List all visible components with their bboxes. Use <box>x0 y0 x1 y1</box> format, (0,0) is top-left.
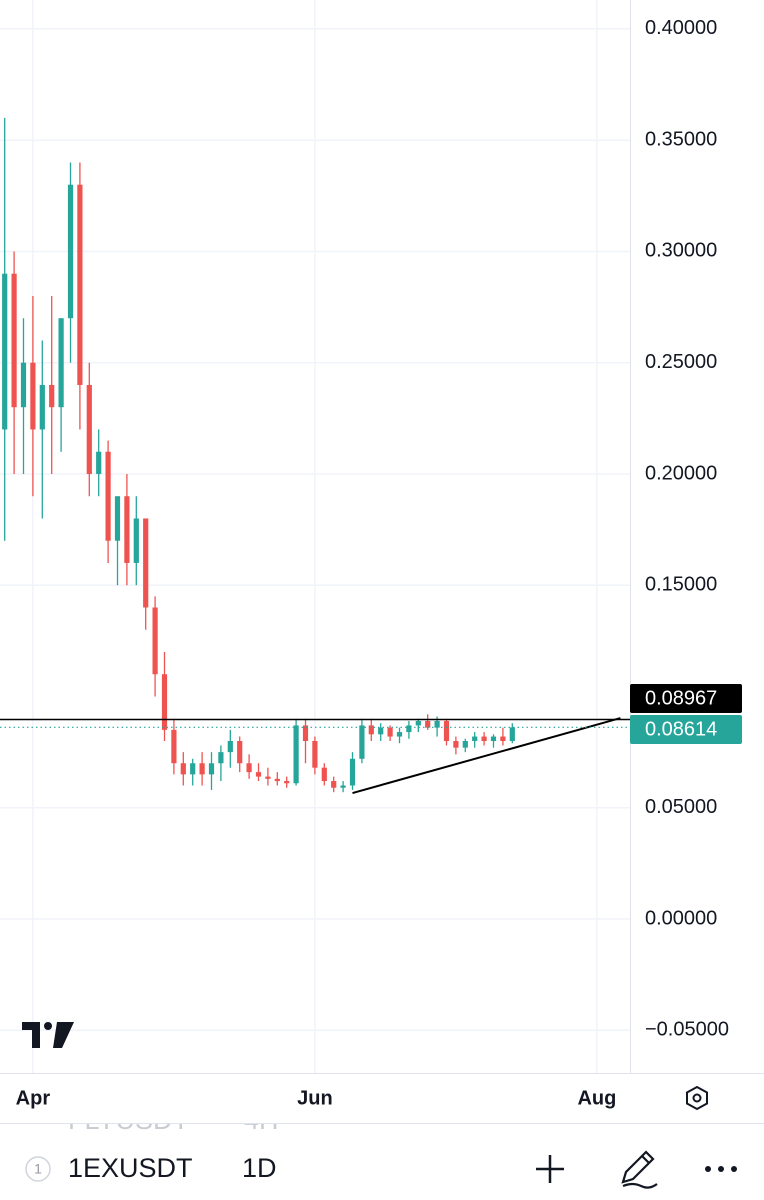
price-label: 0.08614 <box>645 718 717 740</box>
y-tick-label: 0.40000 <box>645 17 717 39</box>
candle-body <box>396 732 403 737</box>
price-label-box <box>630 684 742 713</box>
candle-body <box>274 778 280 782</box>
candle-body <box>20 362 27 408</box>
candle-body <box>284 781 290 784</box>
candle-body <box>86 384 92 474</box>
candle-body <box>349 758 356 786</box>
candle-body <box>246 763 252 773</box>
more-button[interactable] <box>705 1166 737 1172</box>
price-label-box <box>630 715 742 744</box>
candle-body <box>180 763 186 775</box>
y-tick-label: 0.00000 <box>645 907 717 929</box>
candle-body <box>462 740 468 748</box>
y-tick-label: 0.20000 <box>645 462 717 484</box>
x-tick-label: Apr <box>16 1087 51 1109</box>
candle-body <box>190 763 196 775</box>
candle-body <box>406 725 412 733</box>
plot-area <box>0 117 630 795</box>
candle-body <box>171 729 177 764</box>
candle-body <box>340 785 346 788</box>
x-tick-label: Jun <box>297 1087 333 1109</box>
price-label: 0.08967 <box>645 687 717 709</box>
interval-button[interactable]: 1D <box>242 1153 277 1183</box>
candle-body <box>453 740 459 748</box>
candle-body <box>490 736 497 741</box>
candle-body <box>39 384 45 430</box>
y-tick-label: −0.05000 <box>645 1019 729 1041</box>
candle-body <box>255 772 262 777</box>
candle-body <box>152 607 158 675</box>
ghost-header: FLYUSDT 4H <box>68 1105 279 1135</box>
candle-body <box>509 727 515 741</box>
candle-body <box>265 776 271 779</box>
candle-body <box>227 740 233 753</box>
candle-body <box>387 727 393 737</box>
candle-body <box>415 720 421 726</box>
x-tick-label: Aug <box>577 1087 616 1109</box>
candle-body <box>378 727 384 735</box>
candle-body <box>434 720 440 728</box>
candle-body <box>302 725 309 741</box>
candle-body <box>368 725 374 735</box>
candle-body <box>105 451 111 541</box>
tv-logo <box>22 1022 74 1048</box>
ghost-interval: 4H <box>244 1105 279 1135</box>
candle-body <box>208 763 215 775</box>
candle-body <box>30 362 36 430</box>
candle-body <box>49 384 55 408</box>
trendline <box>352 717 621 795</box>
candle-body <box>293 725 299 784</box>
y-tick-label: 0.05000 <box>645 796 717 818</box>
candle-body <box>425 720 431 728</box>
candle-body <box>114 496 121 541</box>
candle-body <box>481 736 487 741</box>
y-tick-label: 0.25000 <box>645 351 717 373</box>
grid <box>0 0 630 1073</box>
candle-body <box>500 736 506 741</box>
candle-body <box>472 736 478 741</box>
candle-body <box>312 740 318 768</box>
candle-body <box>199 763 205 775</box>
candle-body <box>359 725 365 759</box>
symbol-button[interactable]: 1EXUSDT <box>68 1153 193 1183</box>
candle-body <box>331 781 337 788</box>
candle-body <box>237 740 243 764</box>
y-tick-label: 0.30000 <box>645 240 717 262</box>
candle-body <box>161 674 168 730</box>
candle-body <box>11 273 17 408</box>
axes: 0.40000 0.35000 0.30000 0.25000 0.20000 0.150… <box>16 17 742 1109</box>
candle-body <box>67 184 74 319</box>
badge <box>25 1156 51 1182</box>
candle-body <box>96 451 102 474</box>
candle-body <box>218 752 224 764</box>
y-tick-label: 0.35000 <box>645 128 717 150</box>
candle-body <box>443 720 450 741</box>
candle-body <box>2 273 8 430</box>
settings-button[interactable] <box>686 1085 708 1111</box>
add-button[interactable] <box>536 1155 564 1183</box>
candle-body <box>321 767 327 782</box>
ghost-symbol: FLYUSDT <box>68 1105 189 1135</box>
candle-body <box>58 318 64 408</box>
badge-number: 1 <box>34 1161 42 1177</box>
candle-body <box>77 184 83 385</box>
draw-button[interactable] <box>621 1150 658 1189</box>
candle-body <box>124 496 130 563</box>
candle-body <box>133 518 139 563</box>
y-tick-label: 0.15000 <box>645 574 717 596</box>
candle-body <box>143 518 149 608</box>
